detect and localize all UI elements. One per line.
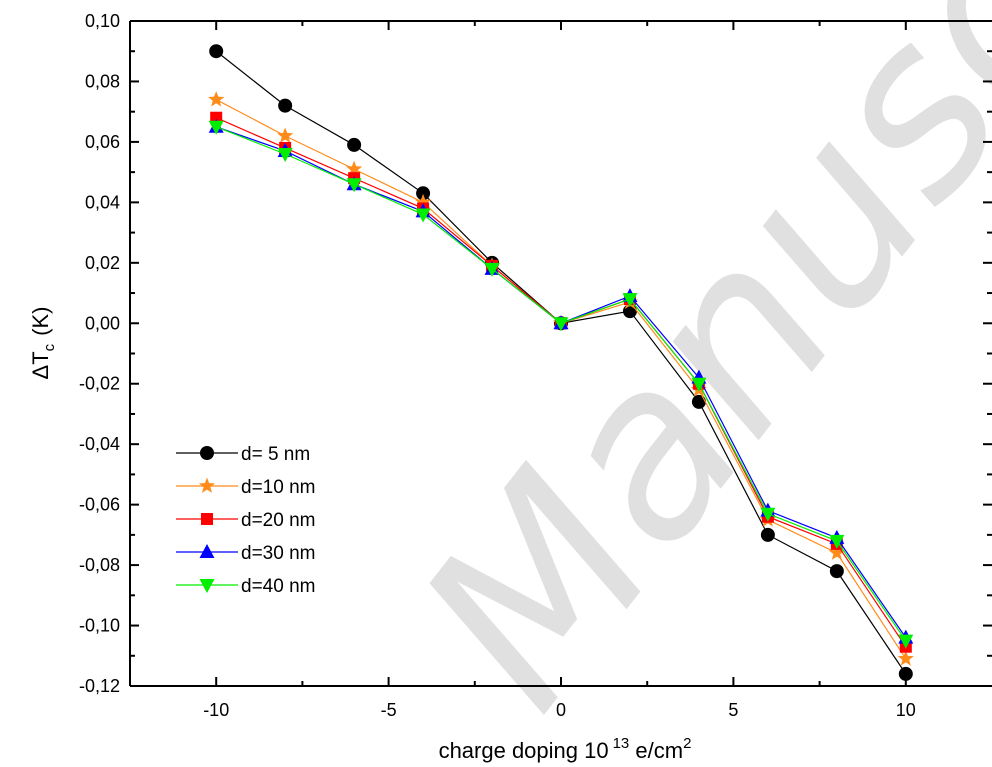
x-axis-title-main: charge doping 10: [439, 738, 609, 763]
x-axis-title: charge doping 10 13 e/cm2: [439, 735, 692, 763]
y-tick-label: 0,08: [85, 71, 120, 91]
legend-marker: [198, 477, 216, 493]
legend-marker: [200, 446, 214, 460]
y-axis-title-subscript: c: [41, 343, 58, 351]
series-4: [208, 120, 914, 649]
data-point: [553, 317, 569, 332]
data-point: [209, 44, 224, 59]
y-tick-label: -0,06: [79, 495, 120, 515]
legend-marker: [199, 544, 215, 558]
data-point: [622, 293, 638, 308]
data-point: [278, 98, 293, 113]
series-layer: [208, 44, 914, 681]
legend-marker: [201, 513, 213, 525]
axes: -0,12 -0,10 -0,08 -0,06 -0,04 -0,02 0,00 0,02 0,…: [79, 11, 992, 720]
data-point: [210, 111, 223, 124]
y-tick-label: 0,02: [85, 253, 120, 273]
y-tick-label: -0,12: [79, 676, 120, 696]
y-tick-label: 0,04: [85, 192, 120, 212]
legend-entry-2: d=20 nm: [176, 510, 315, 531]
y-axis-title-delta: ΔT: [28, 351, 53, 379]
data-point: [829, 564, 844, 579]
data-point: [484, 262, 500, 277]
legend-label: d=30 nm: [241, 543, 315, 564]
x-tick-label: 0: [556, 700, 566, 720]
x-axis-title-unit: e/cm: [629, 738, 683, 763]
y-tick-label: -0,02: [79, 374, 120, 394]
x-tick-label: -10: [203, 700, 229, 720]
y-tick-label: 0,00: [85, 313, 120, 333]
data-point: [277, 148, 293, 162]
legend: d= 5 nm d=10 nm d=20 nm d=30 nm d=40 nm: [176, 444, 315, 597]
data-point: [277, 127, 294, 143]
x-tick-label: 10: [896, 700, 916, 720]
data-point: [760, 507, 776, 522]
data-point: [691, 377, 707, 392]
data-point: [829, 534, 845, 549]
legend-label: d= 5 nm: [241, 444, 310, 465]
data-point: [897, 650, 914, 666]
data-point: [415, 193, 432, 210]
data-point: [898, 634, 914, 649]
data-point: [760, 527, 775, 542]
y-tick-label: -0,10: [79, 616, 120, 636]
data-point: [208, 91, 225, 107]
data-point: [347, 137, 362, 152]
data-point: [346, 160, 363, 176]
legend-entry-3: d=30 nm: [176, 543, 315, 564]
legend-entry-0: d= 5 nm: [176, 444, 310, 465]
y-axis-title: ΔTc (K): [28, 307, 58, 380]
legend-label: d=10 nm: [241, 477, 315, 498]
legend-marker: [199, 579, 215, 593]
data-point: [346, 178, 362, 193]
legend-label: d=20 nm: [241, 510, 315, 531]
legend-label: d=40 nm: [241, 576, 315, 597]
x-axis-title-exponent-2: 2: [683, 735, 691, 752]
data-point: [691, 394, 706, 409]
x-axis-title-exponent: 13: [613, 735, 630, 752]
y-tick-label: -0,04: [79, 434, 120, 454]
legend-entry-1: d=10 nm: [176, 477, 315, 498]
data-point: [415, 208, 431, 223]
y-tick-label: 0,10: [85, 11, 120, 31]
y-axis-title-unit: (K): [28, 307, 53, 336]
data-point: [828, 544, 845, 560]
x-tick-label: 5: [728, 700, 738, 720]
data-point: [416, 186, 431, 201]
y-tick-label: 0,06: [85, 132, 120, 152]
x-tick-label: -5: [381, 700, 397, 720]
data-point: [898, 666, 913, 681]
y-tick-label: -0,08: [79, 555, 120, 575]
data-point: [208, 120, 224, 135]
legend-entry-4: d=40 nm: [176, 576, 315, 597]
